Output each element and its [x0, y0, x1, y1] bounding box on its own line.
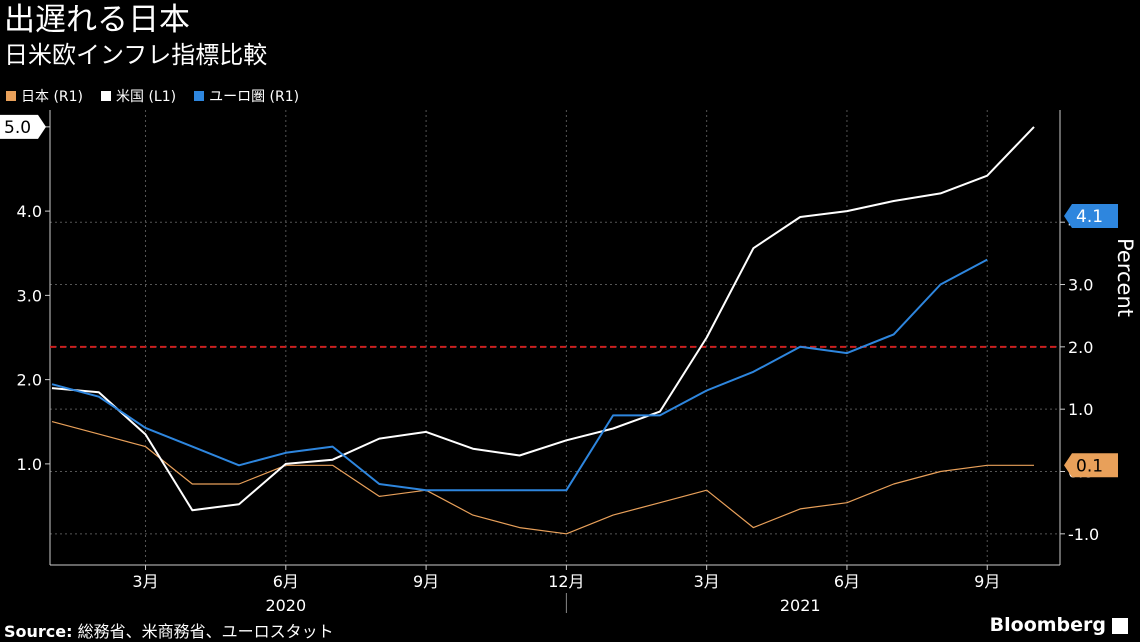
x-tick-label: 6月 — [834, 572, 860, 591]
x-tick-label: 9月 — [974, 572, 1000, 591]
left-tick-label: 3.0 — [17, 286, 42, 305]
right-tick-label: -1.0 — [1068, 525, 1099, 544]
legend-swatch-eurozone — [194, 91, 205, 101]
year-label: 2020 — [265, 596, 306, 615]
end-label-eurozone-bg — [1064, 203, 1118, 228]
x-tick-label: 3月 — [694, 572, 720, 591]
source-note: Source: 総務省、米商務省、ユーロスタット — [4, 618, 334, 642]
series-line-japan — [51, 421, 1034, 535]
right-tick-label: 3.0 — [1068, 276, 1093, 295]
chart-title: 出遅れる日本 — [4, 2, 190, 38]
legend-swatch-us — [101, 91, 112, 101]
source-text: 総務省、米商務省、ユーロスタット — [77, 622, 334, 641]
legend-item-japan: 日本 (R1) — [6, 86, 83, 106]
end-label-us: 5.0 — [4, 118, 31, 138]
chart-subtitle: 日米欧インフレ指標比較 — [4, 41, 268, 69]
left-tick-label: 4.0 — [17, 202, 42, 221]
end-label-eurozone: 4.1 — [1076, 207, 1103, 227]
x-tick-label: 12月 — [548, 572, 584, 591]
right-tick-label: 2.0 — [1068, 338, 1093, 357]
right-axis-label: Percent — [1113, 238, 1137, 317]
brand-logo-text: Bloomberg — [989, 614, 1106, 636]
x-tick-label: 9月 — [413, 572, 439, 591]
legend-item-us: 米国 (L1) — [101, 86, 176, 106]
left-tick-label: 2.0 — [17, 371, 42, 390]
source-label: Source: — [4, 622, 73, 641]
series-line-eurozone — [51, 258, 988, 492]
legend: 日本 (R1) 米国 (L1) ユーロ圏 (R1) — [6, 86, 299, 106]
legend-item-eurozone: ユーロ圏 (R1) — [194, 86, 299, 106]
legend-label-us: 米国 (L1) — [116, 89, 177, 105]
end-label-us-bg — [0, 114, 46, 139]
legend-label-japan: 日本 (R1) — [21, 89, 84, 105]
x-tick-label: 6月 — [273, 572, 299, 591]
right-tick-label: 1.0 — [1068, 400, 1093, 419]
brand-mark-icon — [1112, 618, 1128, 634]
series-line-us — [51, 126, 1035, 512]
legend-label-eurozone: ユーロ圏 (R1) — [209, 89, 300, 105]
end-label-japan-bg — [1064, 453, 1118, 478]
legend-swatch-japan — [6, 91, 16, 101]
end-label-japan: 0.1 — [1076, 456, 1103, 476]
year-label: 2021 — [780, 596, 821, 615]
left-tick-label: 1.0 — [17, 455, 42, 474]
x-tick-label: 3月 — [132, 572, 158, 591]
